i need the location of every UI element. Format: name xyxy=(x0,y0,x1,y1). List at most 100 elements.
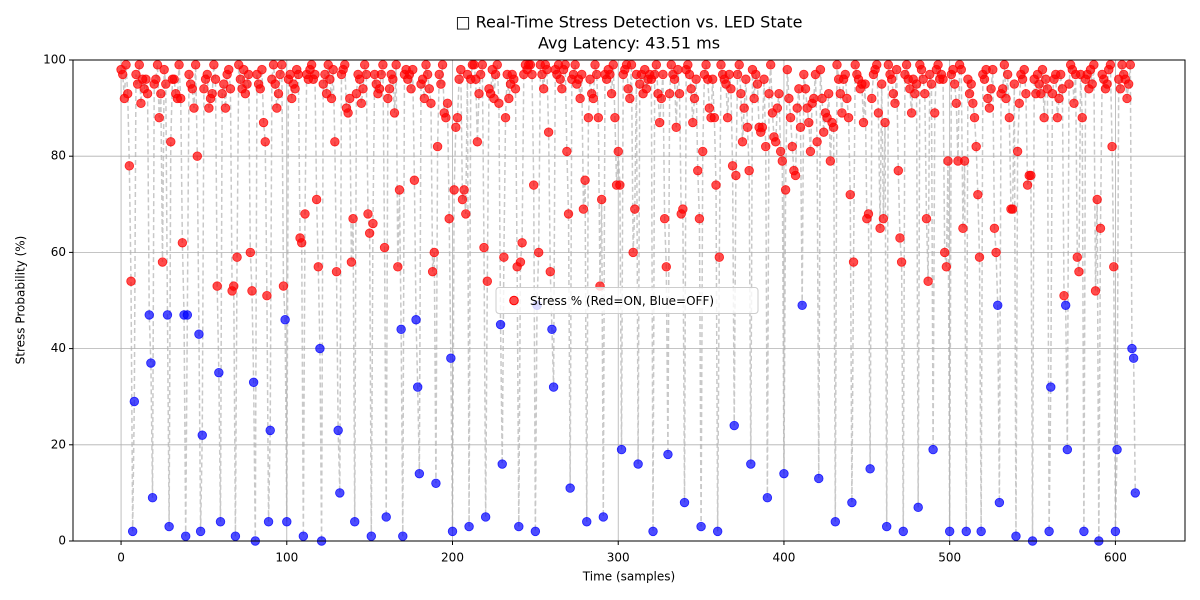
point xyxy=(176,93,186,104)
point xyxy=(863,209,874,219)
point xyxy=(388,74,398,84)
point xyxy=(880,117,890,128)
point xyxy=(361,69,372,80)
point xyxy=(886,74,897,84)
point xyxy=(157,257,168,267)
point xyxy=(893,165,903,176)
point xyxy=(731,170,741,181)
point xyxy=(490,69,501,80)
point xyxy=(457,194,468,205)
point xyxy=(456,64,466,75)
point xyxy=(910,88,920,99)
point xyxy=(1112,444,1122,455)
point xyxy=(280,315,290,325)
point xyxy=(500,113,511,123)
point xyxy=(926,79,937,89)
y-tick-label: 60 xyxy=(51,245,66,259)
point xyxy=(847,497,857,508)
point xyxy=(850,60,860,70)
point xyxy=(949,79,960,89)
point xyxy=(1107,141,1117,152)
point xyxy=(447,526,458,537)
point xyxy=(613,146,623,157)
point xyxy=(605,69,615,80)
point xyxy=(260,137,270,147)
point xyxy=(510,84,521,94)
point xyxy=(774,88,784,99)
point xyxy=(921,214,932,224)
point xyxy=(472,137,483,147)
point xyxy=(649,69,660,80)
chart-subtitle: Avg Latency: 43.51 ms xyxy=(538,34,720,53)
point xyxy=(901,60,912,70)
point xyxy=(799,69,809,80)
point xyxy=(734,60,744,70)
point xyxy=(906,108,917,118)
point xyxy=(220,103,231,113)
point xyxy=(1022,180,1033,190)
point xyxy=(194,329,204,339)
point xyxy=(156,88,166,99)
point xyxy=(257,64,267,75)
point xyxy=(479,242,489,253)
point xyxy=(968,98,978,108)
point xyxy=(1130,488,1140,498)
point xyxy=(275,69,285,80)
point xyxy=(131,69,141,80)
point xyxy=(242,79,252,89)
point xyxy=(366,531,377,541)
point xyxy=(625,93,635,104)
point xyxy=(263,517,274,527)
y-tick-label: 40 xyxy=(51,341,66,355)
point xyxy=(129,396,140,407)
point xyxy=(974,252,985,262)
point xyxy=(529,180,539,190)
point xyxy=(514,521,524,532)
point xyxy=(391,60,401,70)
point xyxy=(782,64,792,75)
point xyxy=(989,223,1000,234)
point xyxy=(136,98,146,108)
point xyxy=(812,137,822,147)
point xyxy=(300,209,310,219)
point xyxy=(504,93,514,104)
point xyxy=(152,60,163,70)
point xyxy=(330,137,340,147)
point xyxy=(610,113,620,123)
point xyxy=(563,209,574,219)
point xyxy=(1095,223,1106,234)
legend-box xyxy=(495,287,759,314)
point xyxy=(492,60,502,70)
point xyxy=(814,473,824,484)
point xyxy=(432,141,443,152)
point xyxy=(654,117,665,128)
point xyxy=(923,276,933,286)
point xyxy=(663,449,673,460)
point xyxy=(628,247,638,258)
point xyxy=(293,69,304,80)
point xyxy=(881,521,892,532)
point xyxy=(608,60,618,70)
point xyxy=(1026,170,1036,181)
point xyxy=(328,64,338,75)
point xyxy=(709,113,720,123)
point xyxy=(757,122,768,133)
point xyxy=(973,189,983,200)
point xyxy=(235,74,246,84)
point xyxy=(678,204,688,214)
point xyxy=(707,74,718,84)
point xyxy=(959,156,970,166)
point xyxy=(345,93,355,104)
point xyxy=(920,88,930,99)
point xyxy=(247,286,257,296)
point xyxy=(918,74,928,84)
legend-label: Stress % (Red=ON, Blue=OFF) xyxy=(530,294,714,308)
point xyxy=(867,93,877,104)
point xyxy=(346,257,357,267)
point xyxy=(374,84,385,94)
point xyxy=(1034,79,1044,89)
point xyxy=(207,88,217,99)
point xyxy=(311,194,322,205)
point xyxy=(823,88,834,99)
point xyxy=(928,444,938,455)
